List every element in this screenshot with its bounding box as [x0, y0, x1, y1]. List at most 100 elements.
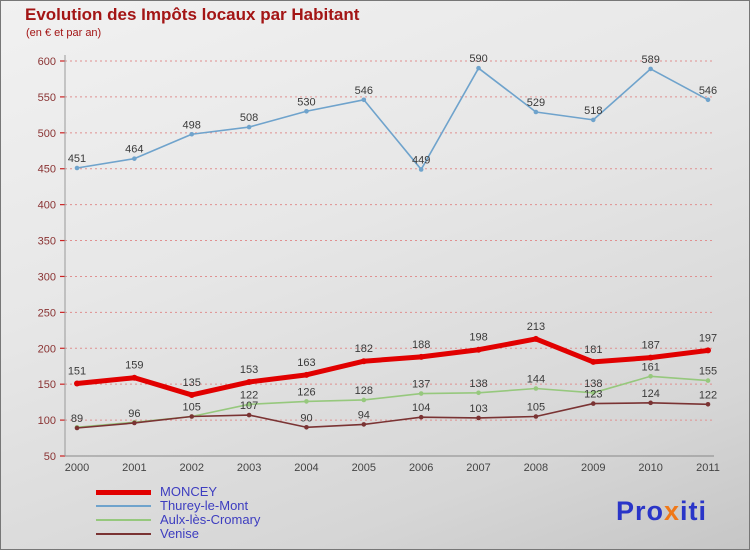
data-point-moncey — [131, 374, 138, 381]
data-point-moncey — [418, 353, 425, 360]
x-tick-label: 2010 — [638, 462, 662, 474]
series-line-venise — [76, 402, 709, 429]
data-label-aulx-l-s-cromary: 122 — [240, 389, 258, 401]
legend-label-moncey: MONCEY — [160, 484, 218, 499]
data-point-moncey — [360, 358, 367, 365]
y-tick-label: 500 — [38, 128, 56, 140]
data-label-thurey-le-mont: 518 — [584, 105, 602, 117]
data-point-moncey — [246, 379, 253, 386]
data-point-moncey — [303, 371, 310, 378]
data-label-thurey-le-mont: 546 — [699, 85, 717, 97]
data-point-thurey-le-mont — [476, 65, 481, 71]
data-label-moncey: 159 — [125, 360, 143, 372]
data-label-aulx-l-s-cromary: 137 — [412, 379, 430, 391]
logo-letters: iti — [680, 496, 707, 526]
data-point-thurey-le-mont — [648, 66, 653, 72]
x-tick-label: 2001 — [122, 462, 146, 474]
data-point-moncey — [647, 354, 654, 361]
data-point-aulx-l-s-cromary — [590, 390, 596, 396]
series-line-moncey — [74, 336, 711, 398]
data-label-thurey-le-mont: 589 — [641, 54, 659, 66]
data-point-thurey-le-mont — [418, 167, 424, 172]
legend-item-aulx-l-s-cromary: Aulx-lès-Cromary — [96, 513, 260, 526]
data-point-thurey-le-mont — [705, 97, 711, 103]
data-label-venise: 105 — [527, 402, 545, 414]
legend-swatch-thurey-le-mont — [96, 505, 151, 507]
series-line-thurey-le-mont — [76, 67, 709, 171]
data-point-thurey-le-mont — [132, 156, 137, 161]
y-tick-label: 550 — [38, 92, 56, 104]
x-tick-label: 2006 — [409, 462, 433, 474]
y-tick-label: 250 — [38, 307, 56, 319]
data-point-aulx-l-s-cromary — [476, 390, 481, 396]
data-label-moncey: 198 — [469, 332, 487, 344]
chart-subtitle: (en € et par an) — [26, 27, 102, 39]
data-label-thurey-le-mont: 464 — [125, 144, 143, 156]
y-tick-label: 300 — [38, 271, 56, 283]
data-label-thurey-le-mont: 508 — [240, 112, 258, 124]
legend-label-thurey-le-mont: Thurey-le-Mont — [160, 498, 249, 513]
data-point-venise — [361, 422, 367, 427]
data-label-venise: 89 — [71, 413, 83, 425]
legend-swatch-aulx-l-s-cromary — [96, 519, 151, 521]
data-label-aulx-l-s-cromary: 161 — [641, 361, 659, 373]
x-tick-label: 2007 — [466, 462, 490, 474]
x-tick-label: 2011 — [696, 462, 720, 474]
data-point-thurey-le-mont — [74, 165, 80, 171]
legend-label-venise: Venise — [160, 526, 200, 541]
y-tick-label: 400 — [38, 200, 56, 212]
x-tick-label: 2004 — [294, 462, 318, 474]
data-point-venise — [705, 401, 711, 407]
proxiti-logo: Proxiti — [616, 496, 707, 527]
chart-title: Evolution des Impôts locaux par Habitant — [25, 5, 360, 24]
data-label-venise: 107 — [240, 400, 258, 412]
data-label-venise: 105 — [183, 402, 201, 414]
legend-swatch-venise — [96, 533, 151, 535]
y-tick-label: 350 — [38, 236, 56, 248]
chart-legend: MONCEY Thurey-le-Mont Aulx-lès-Cromary Veni… — [96, 484, 260, 542]
data-point-venise — [533, 414, 539, 419]
x-tick-label: 2002 — [179, 462, 203, 474]
data-label-venise: 123 — [584, 389, 602, 401]
data-label-venise: 103 — [469, 403, 487, 415]
data-point-aulx-l-s-cromary — [361, 397, 367, 403]
data-label-moncey: 182 — [355, 343, 373, 355]
data-label-moncey: 151 — [68, 365, 86, 377]
data-point-venise — [476, 415, 481, 421]
data-label-venise: 96 — [128, 408, 140, 420]
data-label-aulx-l-s-cromary: 138 — [469, 378, 487, 390]
y-tick-label: 100 — [38, 415, 56, 427]
x-tick-label: 2009 — [581, 462, 605, 474]
legend-item-moncey: MONCEY — [96, 484, 260, 499]
data-label-venise: 124 — [641, 388, 659, 400]
data-label-aulx-l-s-cromary: 126 — [297, 386, 315, 398]
data-label-aulx-l-s-cromary: 138 — [584, 378, 602, 390]
legend-item-thurey-le-mont: Thurey-le-Mont — [96, 498, 260, 513]
data-label-venise: 122 — [699, 389, 717, 401]
x-tick-label: 2008 — [524, 462, 548, 474]
data-point-thurey-le-mont — [533, 109, 539, 115]
data-point-venise — [74, 425, 80, 431]
legend-item-venise: Venise — [96, 526, 260, 541]
y-tick-label: 200 — [38, 343, 56, 355]
data-point-moncey — [74, 380, 80, 387]
data-point-thurey-le-mont — [246, 124, 252, 130]
data-label-aulx-l-s-cromary: 144 — [527, 373, 545, 385]
data-label-aulx-l-s-cromary: 155 — [699, 366, 717, 378]
data-label-thurey-le-mont: 498 — [183, 119, 201, 131]
data-label-moncey: 213 — [527, 321, 545, 333]
data-point-aulx-l-s-cromary — [533, 386, 539, 391]
data-label-thurey-le-mont: 449 — [412, 154, 430, 166]
data-label-moncey: 163 — [297, 357, 315, 369]
data-point-venise — [590, 401, 596, 406]
data-label-venise: 94 — [358, 409, 370, 421]
data-point-aulx-l-s-cromary — [246, 401, 252, 407]
data-point-venise — [246, 412, 252, 418]
data-label-thurey-le-mont: 546 — [355, 85, 373, 97]
data-point-moncey — [188, 391, 195, 398]
data-point-venise — [648, 400, 653, 406]
legend-swatch-moncey — [96, 489, 151, 495]
y-tick-label: 150 — [38, 379, 56, 391]
